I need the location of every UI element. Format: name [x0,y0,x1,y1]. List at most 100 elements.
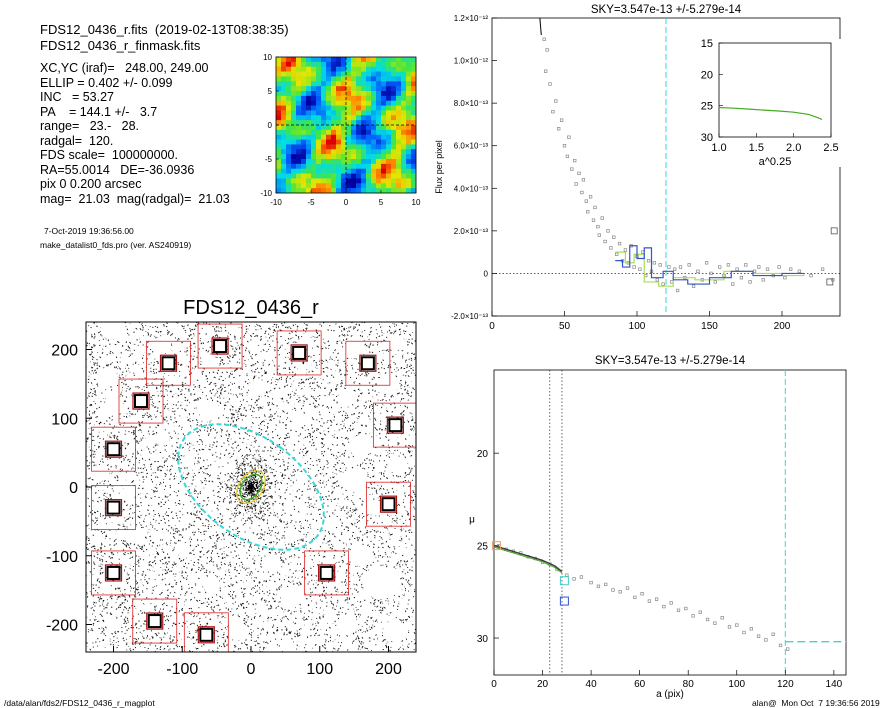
sb-ytick-label: 20 [477,449,489,460]
heatmap-cell [326,95,332,102]
heatmap-cell [276,183,282,189]
heatmap-cell [331,134,337,140]
param-scale: FDS scale= 100000000. [40,148,178,162]
heatmap-cell [326,76,332,82]
heatmap-cell [411,173,417,179]
heatmap-cell [336,91,342,97]
heatmap-cell [401,110,407,116]
heatmap-cell [306,139,312,145]
heatmap-cell [381,168,387,174]
heatmap-cell [281,188,287,194]
heatmap-cell [396,134,402,140]
heatmap-cell [411,168,417,174]
heatmap-cell [341,159,347,165]
heatmap-cell [316,144,322,150]
cutout-radgal-ellipse [177,423,325,551]
flux-core-spike [539,17,542,36]
heatmap-cell [371,66,377,72]
heatmap-cell [351,71,357,77]
heatmap-cell [381,134,387,140]
cutout-xtick-label: 100 [306,661,333,678]
heatmap-cell [321,81,327,87]
heatmap-cell [366,110,372,116]
heatmap-cell [341,144,347,150]
heatmap-cell [326,139,332,145]
heatmap-cell [341,120,347,126]
flux-point [777,265,781,269]
heatmap-cell [326,144,332,150]
heatmap-cell [391,81,397,87]
cutout-mask-box-mid [197,626,215,644]
cutout-mask-blob [281,587,304,607]
sb-marker [559,596,569,606]
heatmap-cell [336,57,342,63]
heatmap-cell [376,125,382,131]
cutout-mask-box-mid [359,354,377,372]
heatmap-cell [291,163,297,170]
flux-xtick-label: 0 [489,321,495,332]
heatmap-cell [376,57,382,63]
cutout-ytick-label: -200 [46,618,78,635]
heatmap-cell [356,115,362,121]
heatmap-cell [276,61,282,68]
heatmap-cell [351,139,357,145]
heatmap-cell [306,134,312,140]
heatmap-cell [276,149,282,155]
heatmap-cell [281,154,287,160]
heatmap-cell [361,159,367,165]
heatmap-cell [326,120,332,126]
heatmap-cell [406,188,412,194]
heatmap-cell [356,183,362,189]
heatmap-cell [361,134,367,140]
heatmap-cell [276,159,282,165]
heatmap-cell [316,178,322,184]
heatmap-cell [281,125,287,131]
cutout-mask-blob [198,402,221,421]
heatmap-cell [301,129,307,136]
heatmap-cell [356,149,362,155]
heatmap-cell [276,154,282,160]
sb-xtick-label: 0 [491,679,497,690]
heatmap-cell [326,183,332,189]
heatmap-cell [306,178,312,184]
heatmap-cell [381,95,387,102]
heatmap-cell [406,100,412,106]
heatmap-cell [316,61,322,68]
sb-xtick-label: 60 [634,679,646,690]
heatmap-cell [291,95,297,102]
heatmap-cell [411,81,417,87]
heatmap-cell [381,183,387,189]
heatmap-cell [381,188,387,194]
flux-ytick-label: 1.2×10⁻¹² [454,14,489,23]
sb-point [572,577,576,581]
heatmap-cell [366,91,372,97]
heatmap-cell [281,76,287,82]
cutout-mask-blob [382,621,408,642]
heatmap-cell [311,76,317,82]
heatmap-cell [401,81,407,87]
heatmap-cell [386,125,392,131]
heatmap-cell [286,188,292,194]
heatmap-cell [351,149,357,155]
sb-point [786,647,790,651]
heatmap-cell [401,91,407,97]
cutout-ytick-label: 100 [51,411,78,428]
cutout-mask-blob [201,576,218,590]
heatmap-cell [296,86,302,92]
heatmap-cell [411,144,417,150]
cutout-mask-blob [327,516,340,527]
heatmap-cell [381,86,387,92]
sb-xtick-label: 40 [586,679,598,690]
heatmap-cell [336,178,342,184]
heatmap-cell [391,154,397,160]
heatmap-cell [341,61,347,68]
flux-ytick-label: 6.0×10⁻¹³ [454,142,489,151]
sb-point [771,632,775,636]
heatmap-cell [391,134,397,140]
footer-user: alan@ Mon Oct 7 19:36:56 2019 [752,698,880,708]
cutout-ytick-label: 0 [69,480,78,497]
cutout-mask-box-inner [106,500,121,515]
heatmap-cell [351,95,357,102]
heatmap-cell [331,105,337,111]
